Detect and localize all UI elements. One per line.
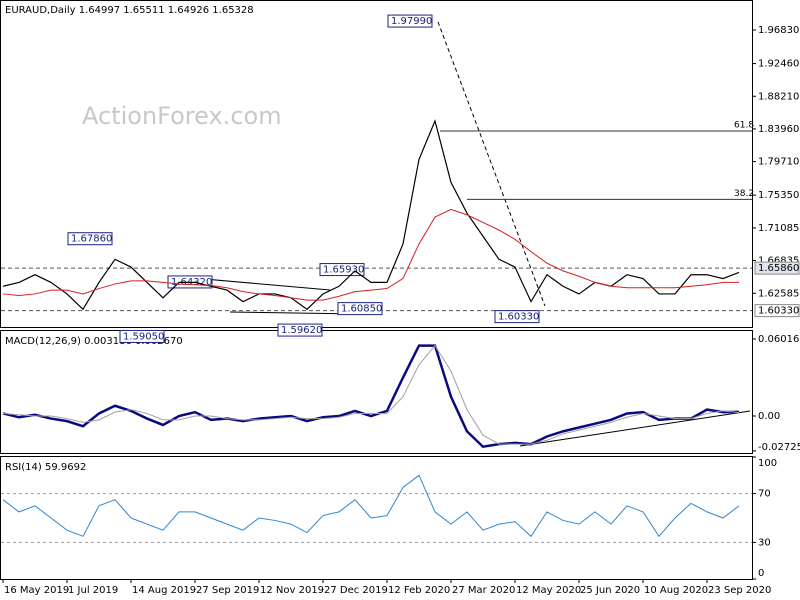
annotation-box [67,232,113,246]
x-tick-label: 1 Jul 2019 [68,585,118,596]
annotation-box [119,329,165,343]
annotation-box [337,302,383,316]
x-tick-label: 12 Nov 2019 [260,585,324,596]
y-tick-label: 1.92460 [758,59,799,70]
y-tick-label: 1.83960 [758,124,799,135]
annotation: 1.97990 [391,16,432,27]
annotation-box [494,310,540,324]
x-tick-label: 12 May 2020 [516,585,581,596]
x-tick-label: 27 Dec 2019 [324,585,388,596]
series-line [2,344,740,449]
fib-label: 38.2 [734,189,754,199]
series-line [2,208,739,301]
x-tick-label: 12 Feb 2020 [388,585,450,596]
series-line [2,474,740,538]
level-label: 1.65860 [758,263,799,274]
rsi-title: RSI(14) 59.9692 [5,462,86,473]
y-tick-label: 100 [758,458,777,469]
annotation: 1.59050 [123,331,164,342]
trend-line [519,410,751,447]
macd-title: MACD(12,26,9) 0.003186 0.002670 [5,336,183,347]
x-tick-label: 25 Jun 2020 [580,585,640,596]
annotation: 1.65930 [323,265,364,276]
annotation-box [387,14,433,28]
level-label: 1.60330 [758,306,799,317]
y-tick-label: 70 [758,489,771,500]
level-box [754,261,800,275]
x-tick-label: 10 Aug 2020 [644,585,708,596]
rsi-panel [0,456,753,580]
main-panel [0,0,753,328]
series-line [2,344,740,445]
annotation-box [277,323,323,337]
annotation: 1.59620 [281,325,322,336]
y-tick-label: 1.71085 [758,223,799,234]
series-line [2,119,740,311]
level-box [754,304,800,318]
y-tick-label: 1.96830 [758,25,799,36]
y-tick-label: 0.060165 [758,334,800,345]
y-tick-label: 1.75350 [758,190,799,201]
x-tick-label: 23 Sep 2020 [708,585,771,596]
x-tick-label: 27 Mar 2020 [452,585,515,596]
annotation: 1.60330 [498,312,539,323]
y-tick-label: 1.62585 [758,288,799,299]
x-tick-label: 14 Aug 2019 [132,585,196,596]
y-tick-label: 1.66835 [758,256,799,267]
y-tick-label: -0.02725 [758,442,800,453]
watermark: ActionForex.com [82,102,282,130]
fib-label: 61.8 [734,120,754,130]
trend-line [437,21,546,307]
x-tick-label: 27 Sep 2019 [196,585,259,596]
y-tick-label: 30 [758,537,771,548]
main-title: EURAUD,Daily 1.64997 1.65511 1.64926 1.6… [5,5,254,16]
y-tick-label: 1.79710 [758,157,799,168]
x-tick-label: 16 May 2019 [4,585,69,596]
annotation: 1.60850 [341,304,382,315]
annotation: 1.67860 [71,234,112,245]
y-tick-label: 1.88210 [758,91,799,102]
y-tick-label: 0.00 [758,411,780,422]
macd-panel [0,330,753,454]
y-tick-label: 0 [758,568,764,579]
